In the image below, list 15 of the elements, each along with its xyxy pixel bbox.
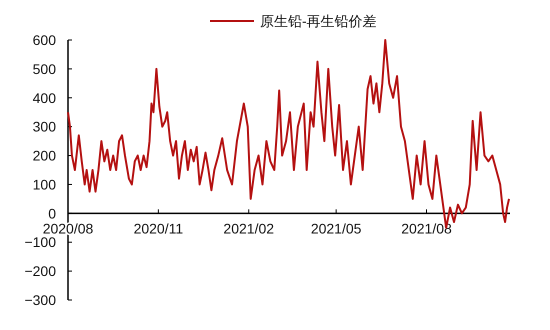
y-tick-label: −300 (24, 292, 56, 308)
y-tick-label: 400 (32, 90, 56, 106)
y-tick-label: 300 (32, 118, 56, 135)
y-tick-label: 0 (48, 205, 56, 222)
y-tick-label: 500 (32, 60, 56, 77)
y-tick-label: −100 (24, 234, 56, 250)
x-tick-label: 2020/11 (134, 220, 184, 236)
y-tick-label: 200 (32, 148, 56, 164)
legend-label: 原生铅-再生铅价差 (260, 13, 377, 29)
x-tick-label: 2021/05 (310, 220, 362, 236)
y-tick-label: 100 (32, 176, 56, 192)
x-tick-label: 2021/08 (401, 220, 452, 236)
y-tick-label: 600 (32, 32, 56, 48)
y-tick-label: −200 (24, 263, 56, 280)
x-tick-label: 2021/02 (223, 220, 274, 236)
